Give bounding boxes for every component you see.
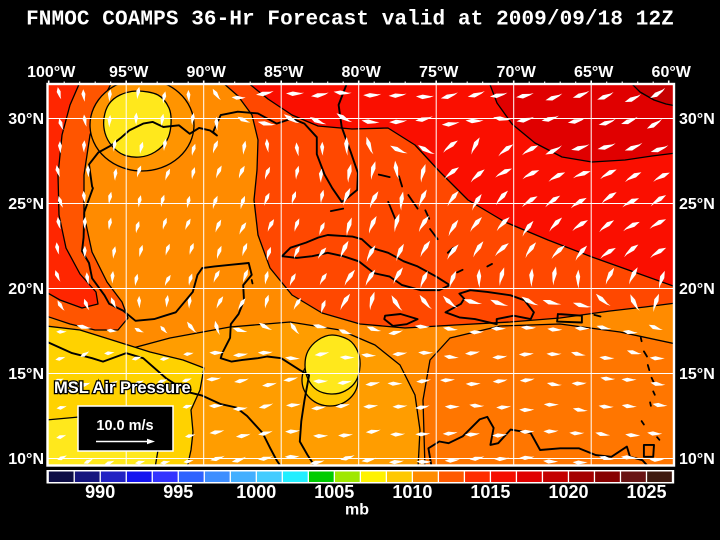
svg-text:10°N: 10°N xyxy=(8,451,44,468)
svg-text:90°W: 90°W xyxy=(187,64,227,81)
svg-text:85°W: 85°W xyxy=(264,64,304,81)
svg-text:20°N: 20°N xyxy=(8,281,44,298)
svg-text:100°W: 100°W xyxy=(27,64,76,81)
svg-text:995: 995 xyxy=(163,482,193,502)
svg-text:MSL Air Pressure: MSL Air Pressure xyxy=(54,379,191,397)
svg-text:60°W: 60°W xyxy=(652,64,692,81)
svg-text:mb: mb xyxy=(345,502,369,519)
svg-text:FNMOC COAMPS 36-Hr Forecast va: FNMOC COAMPS 36-Hr Forecast valid at 200… xyxy=(26,9,674,32)
svg-text:95°W: 95°W xyxy=(109,64,149,81)
svg-text:1010: 1010 xyxy=(392,482,432,502)
svg-text:25°N: 25°N xyxy=(679,196,715,213)
svg-text:25°N: 25°N xyxy=(8,196,44,213)
svg-text:15°N: 15°N xyxy=(8,366,44,383)
svg-text:20°N: 20°N xyxy=(679,281,715,298)
svg-text:80°W: 80°W xyxy=(342,64,382,81)
svg-text:30°N: 30°N xyxy=(8,111,44,128)
svg-text:10°N: 10°N xyxy=(679,451,715,468)
svg-text:15°N: 15°N xyxy=(679,366,715,383)
svg-text:70°W: 70°W xyxy=(497,64,537,81)
svg-text:1020: 1020 xyxy=(548,482,588,502)
svg-text:75°W: 75°W xyxy=(419,64,459,81)
svg-text:30°N: 30°N xyxy=(679,111,715,128)
svg-text:1005: 1005 xyxy=(314,482,354,502)
svg-text:10.0 m/s: 10.0 m/s xyxy=(96,418,153,434)
svg-text:1025: 1025 xyxy=(626,482,666,502)
svg-text:1000: 1000 xyxy=(236,482,276,502)
svg-text:65°W: 65°W xyxy=(574,64,614,81)
svg-text:1015: 1015 xyxy=(470,482,510,502)
svg-text:990: 990 xyxy=(85,482,115,502)
